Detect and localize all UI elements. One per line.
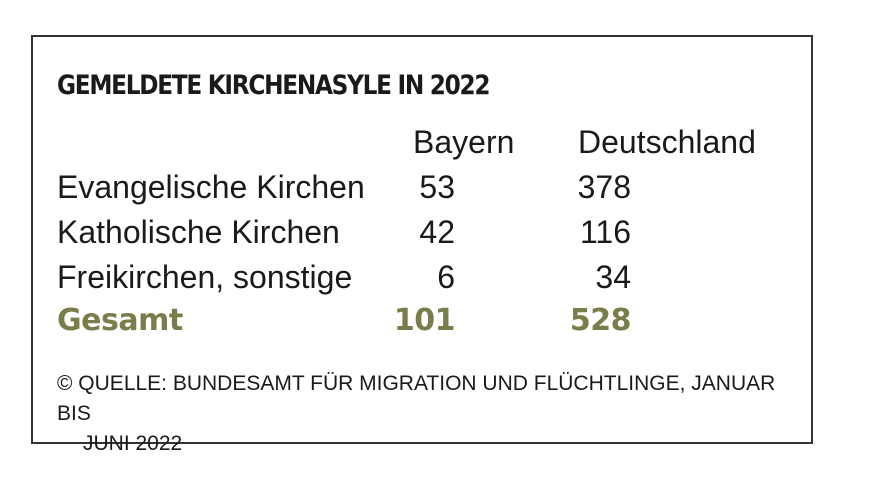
row-label-gesamt: Gesamt <box>57 303 183 338</box>
row-label-evangelisch: Evangelische Kirchen <box>57 169 365 205</box>
cell-katholisch-deutschland: 116 <box>579 214 631 250</box>
cell-gesamt-bayern: 101 <box>393 303 456 338</box>
row-label-freikirchen: Freikirchen, sonstige <box>57 259 353 295</box>
chart-title: GEMELDETE KIRCHENASYLE IN 2022 <box>57 70 491 101</box>
row-label-katholisch: Katholische Kirchen <box>57 214 340 250</box>
source-note: © QUELLE: BUNDESAMT FÜR MIGRATION UND FL… <box>57 369 777 459</box>
infobox-frame: GEMELDETE KIRCHENASYLE IN 2022 Bayern De… <box>31 35 813 455</box>
cell-freikirchen-bayern: 6 <box>437 259 455 295</box>
cell-evangelisch-bayern: 53 <box>419 169 455 205</box>
cell-gesamt-deutschland: 528 <box>569 303 632 338</box>
column-header-deutschland: Deutschland <box>578 124 756 160</box>
source-line-2: JUNI 2022 <box>83 432 183 455</box>
source-line-1: © QUELLE: BUNDESAMT FÜR MIGRATION UND FL… <box>57 372 776 425</box>
cell-evangelisch-deutschland: 378 <box>577 169 631 205</box>
cell-freikirchen-deutschland: 34 <box>595 259 631 295</box>
column-header-bayern: Bayern <box>413 124 515 160</box>
cell-katholisch-bayern: 42 <box>419 214 455 250</box>
